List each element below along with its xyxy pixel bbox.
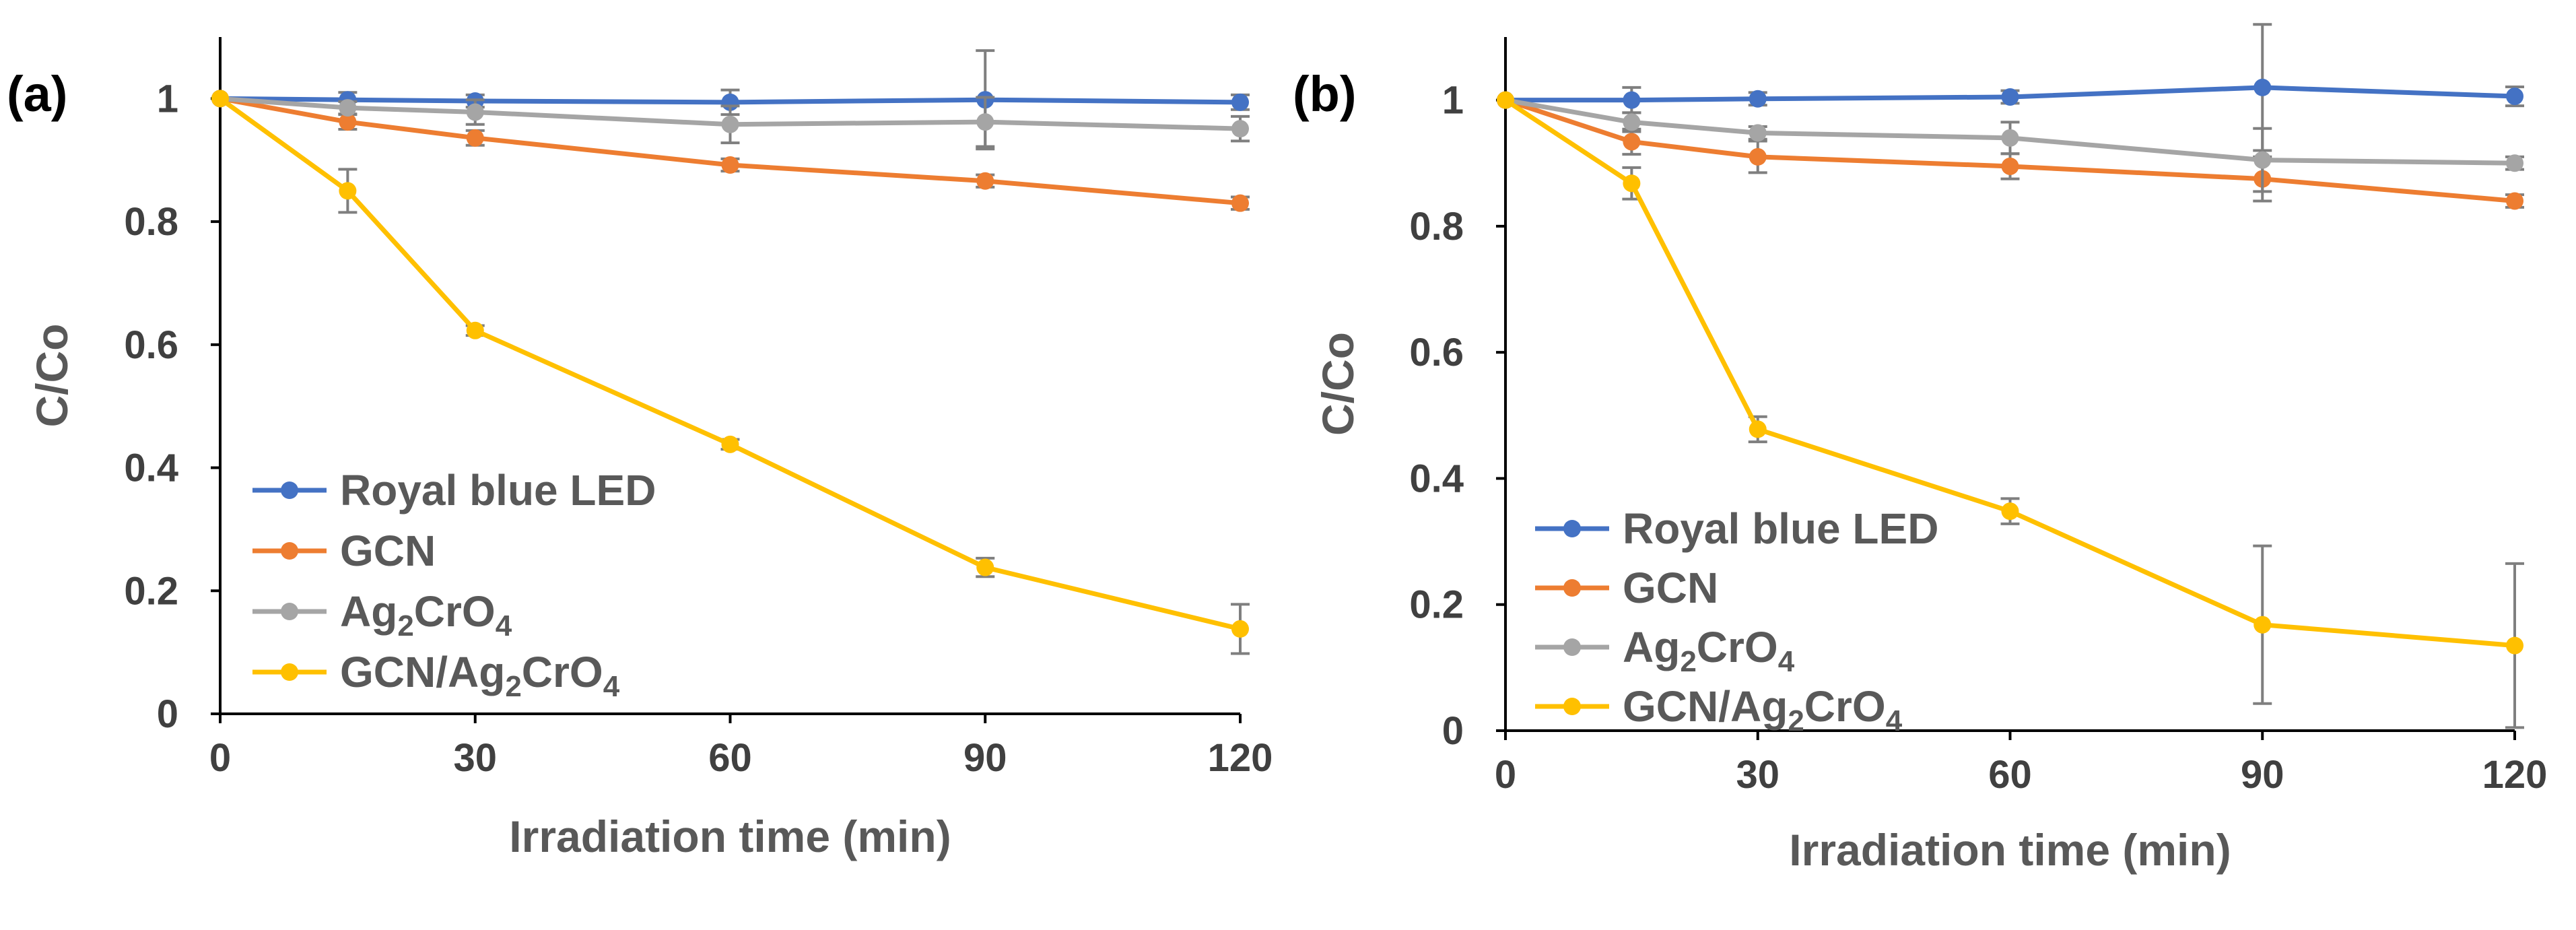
chart-a-series-gcn-point	[976, 172, 994, 190]
chart-a-legend-marker-gcn	[281, 542, 298, 560]
chart-b-legend-label-royal-blue-led: Royal blue LED	[1623, 504, 1938, 553]
chart-b-xtick-label: 30	[1736, 753, 1780, 797]
chart-a-xtick-label: 90	[963, 736, 1007, 780]
chart-b-series-royal-blue-led-line	[1505, 85, 2515, 103]
chart-a-ytick-label: 1	[157, 77, 178, 121]
chart-b-ytick-label: 1	[1442, 79, 1464, 123]
chart-b-series-royal-blue-led	[1497, 23, 2524, 152]
chart-b-x-axis-label: Irradiation time (min)	[1789, 825, 2231, 875]
chart-b: (b) 0 0.2 0.4 0.6 0.8 1 0 30 60 90 120 Irradiation t…	[1293, 23, 2548, 875]
chart-b-xtick-label: 60	[1988, 753, 2032, 797]
chart-b-legend-marker-gcn	[1563, 579, 1581, 597]
chart-a-x-axis-label: Irradiation time (min)	[509, 811, 951, 861]
chart-b-series-ag2cro4-point	[2506, 154, 2523, 172]
chart-a-legend-marker-royal-blue-led	[281, 481, 298, 499]
chart-a-series-ag2cro4-point	[1231, 120, 1249, 138]
chart-a-series-ag2cro4-point	[976, 113, 994, 131]
chart-a-series-ag2cro4-point	[466, 103, 484, 121]
chart-a-series-gcn-point	[339, 113, 357, 131]
chart-b-series-royal-blue-led-point	[2253, 78, 2272, 96]
chart-a-series-ag2cro4-point	[339, 99, 357, 117]
chart-b-series-gcn-ag2cro4-point	[2001, 502, 2019, 521]
chart-a-legend-marker-gcn-ag2cro4	[281, 663, 298, 681]
chart-b-xtick-label: 0	[1495, 753, 1516, 797]
chart-a-series-gcn-ag2cro4-point	[1231, 620, 1249, 638]
chart-b-panel-label: (b)	[1293, 66, 1357, 122]
chart-b-series-gcn-ag2cro4-point	[1623, 174, 1641, 193]
chart-a-legend: Royal blue LED GCN Ag2CrO4 GCN/Ag2CrO4	[252, 466, 656, 703]
chart-a-series-ag2cro4-point	[721, 115, 739, 133]
chart-b-legend-label-gcn-ag2cro4: GCN/Ag2CrO4	[1623, 682, 1903, 737]
chart-b-series-gcn-point	[2506, 192, 2523, 210]
chart-b-ytick-label: 0.8	[1409, 205, 1464, 248]
chart-a-series-gcn-ag2cro4-point	[339, 182, 357, 200]
chart-b-legend-label-ag2cro4: Ag2CrO4	[1623, 623, 1795, 678]
chart-b-series-gcn-point	[1623, 133, 1641, 151]
chart-b-series-gcn-ag2cro4-point	[1497, 91, 1514, 109]
chart-a-series-gcn-ag2cro4-point	[466, 321, 484, 339]
chart-a-legend-label-royal-blue-led: Royal blue LED	[340, 466, 656, 514]
chart-a-y-axis-label: C/Co	[27, 324, 77, 428]
chart-a-xtick-label: 30	[453, 736, 497, 780]
chart-a-series-ag2cro4-line	[219, 96, 1241, 131]
chart-a-series-gcn-ag2cro4	[211, 90, 1250, 655]
chart-a-ytick-label: 0.4	[124, 446, 178, 490]
chart-a-series-gcn-ag2cro4-point	[721, 435, 739, 453]
chart-a: (a) 0 0.2 0.4 0.6 0.8 1 0 30 60 90 120 Irradiation t…	[7, 37, 1273, 861]
chart-b-series-ag2cro4-line	[1505, 98, 2515, 166]
chart-a-series-gcn-ag2cro4-point	[976, 558, 994, 576]
chart-a-ytick-label: 0.8	[124, 200, 178, 244]
chart-a-series-gcn-ag2cro4-point	[211, 90, 229, 108]
chart-b-y-axis-label: C/Co	[1313, 332, 1363, 436]
chart-b-ytick-label: 0.2	[1409, 583, 1464, 627]
chart-b-series-royal-blue-led-point	[2001, 88, 2019, 106]
chart-b-series-ag2cro4	[1497, 91, 2524, 193]
chart-b-series-gcn-point	[1749, 147, 1767, 166]
chart-a-legend-marker-ag2cro4	[281, 603, 298, 620]
chart-a-ytick-label: 0.6	[124, 323, 178, 367]
chart-a-ytick-label: 0.2	[124, 569, 178, 613]
chart-a-legend-label-gcn: GCN	[340, 527, 436, 575]
chart-a-panel-label: (a)	[7, 66, 67, 122]
chart-a-series-gcn-point	[721, 156, 739, 174]
chart-b-ytick-label: 0.6	[1409, 331, 1464, 374]
chart-b-series-gcn-ag2cro4	[1497, 91, 2524, 729]
chart-b-series-gcn-ag2cro4-line	[1504, 98, 2515, 649]
chart-b-xtick-label: 120	[2482, 753, 2548, 797]
chart-b-ytick-label: 0	[1442, 709, 1464, 753]
chart-b-series-royal-blue-led-point	[1623, 91, 1641, 109]
chart-a-legend-label-gcn-ag2cro4: GCN/Ag2CrO4	[340, 648, 620, 703]
chart-b-series-gcn-point	[2001, 157, 2019, 175]
chart-b-ytick-label: 0.4	[1409, 457, 1464, 500]
chart-a-xtick-label: 120	[1208, 736, 1273, 780]
chart-a-series-ag2cro4	[211, 90, 1250, 148]
chart-b-legend-label-gcn: GCN	[1623, 564, 1718, 612]
chart-a-legend-label-ag2cro4: Ag2CrO4	[340, 587, 512, 642]
chart-a-series-royal-blue-led-point	[1231, 93, 1249, 111]
chart-b-series-gcn-line	[1504, 98, 2515, 203]
chart-a-series-gcn-line	[219, 96, 1241, 206]
chart-b-series-ag2cro4-point	[1749, 124, 1767, 142]
chart-b-series-royal-blue-led-point	[2506, 88, 2523, 106]
chart-b-series-royal-blue-led-point	[1749, 90, 1767, 108]
chart-b-series-ag2cro4-point	[2253, 151, 2272, 169]
chart-b-series-ag2cro4-point	[2001, 129, 2019, 147]
chart-a-xtick-label: 60	[708, 736, 752, 780]
chart-b-series-gcn-ag2cro4-point	[2506, 636, 2523, 655]
chart-a-series-gcn-point	[466, 129, 484, 147]
chart-b-legend-marker-ag2cro4	[1563, 638, 1581, 656]
chart-b-series-gcn-ag2cro4-point	[2253, 616, 2272, 634]
chart-a-series-gcn-point	[1231, 194, 1249, 212]
chart-b-series-ag2cro4-point	[1623, 113, 1641, 131]
chart-b-legend-marker-royal-blue-led	[1563, 520, 1581, 537]
chart-a-series-gcn-ag2cro4-line	[218, 96, 1241, 632]
chart-a-series-royal-blue-led-line	[219, 96, 1241, 105]
chart-a-ytick-label: 0	[157, 692, 178, 736]
chart-b-series-gcn-ag2cro4-point	[1749, 420, 1767, 438]
chart-b-legend-marker-gcn-ag2cro4	[1563, 698, 1581, 715]
chart-b-xtick-label: 90	[2241, 753, 2284, 797]
chart-a-xtick-label: 0	[209, 736, 231, 780]
